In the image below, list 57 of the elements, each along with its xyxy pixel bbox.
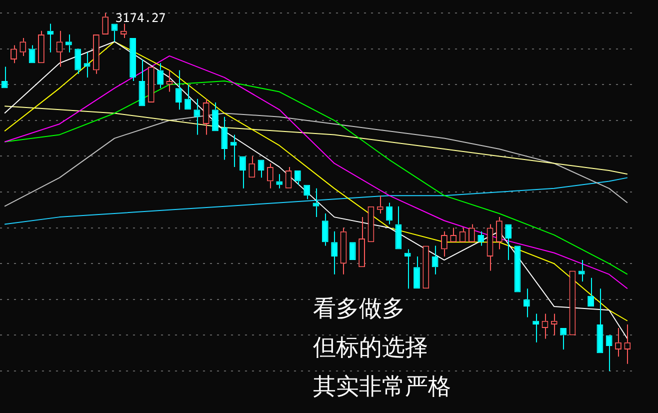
candlestick: [212, 102, 218, 132]
candlestick: [459, 227, 466, 242]
annotation: 看多做多: [313, 296, 405, 322]
candlestick: [496, 216, 502, 250]
candlestick: [92, 34, 100, 74]
candlestick: [386, 202, 392, 225]
candlestick: [130, 38, 136, 82]
candlestick: [184, 84, 191, 110]
candlestick: [194, 98, 200, 136]
candlestick: [312, 188, 320, 218]
candlestick: [20, 38, 26, 56]
candlestick: [65, 34, 72, 53]
candlestick: [468, 224, 475, 242]
candlestick: [1, 66, 8, 88]
candlestick: [441, 230, 448, 257]
annotation: 但标的选择: [313, 334, 428, 361]
candlestick: [175, 70, 182, 110]
candlestick: [550, 313, 558, 336]
candlestick: [294, 170, 301, 186]
candlestick: [74, 48, 82, 74]
candlestick: [276, 174, 283, 189]
candlestick: [102, 12, 109, 34]
candlestick: [340, 227, 347, 275]
candlestick: [505, 224, 512, 261]
text: 其实非常严格: [313, 374, 451, 400]
candlestick: [532, 313, 540, 343]
candlestick: [248, 156, 256, 178]
candlestick: [240, 156, 246, 189]
candlestick: [304, 184, 310, 200]
candlestick: [322, 212, 328, 246]
candlestick: [486, 224, 494, 272]
candlestick: [285, 166, 292, 188]
annotation: 3174.27: [115, 11, 166, 26]
candlestick: [414, 256, 420, 289]
candlestick: [221, 116, 228, 160]
candlestick: [404, 248, 411, 290]
candlestick: [28, 44, 36, 64]
candlestick: [47, 23, 54, 53]
candlestick: [38, 30, 44, 64]
candlestick: [266, 162, 274, 189]
candlestick: [358, 216, 366, 268]
candlestick: [432, 245, 438, 275]
candlestick: [157, 62, 164, 89]
candlestick: [10, 44, 17, 64]
candlestick: [588, 277, 594, 307]
candlestick: [376, 195, 384, 214]
candlestick: [202, 98, 210, 136]
candlestick: [166, 70, 173, 92]
candlestick: [578, 260, 585, 282]
candlestick: [230, 134, 237, 168]
candlestick: [120, 23, 127, 39]
candlestick: [596, 288, 604, 354]
candlestick: [138, 59, 146, 106]
candlestick: [56, 30, 63, 68]
candlestick: [606, 335, 612, 372]
candlestick: [395, 206, 402, 250]
candlestick: [331, 230, 338, 275]
